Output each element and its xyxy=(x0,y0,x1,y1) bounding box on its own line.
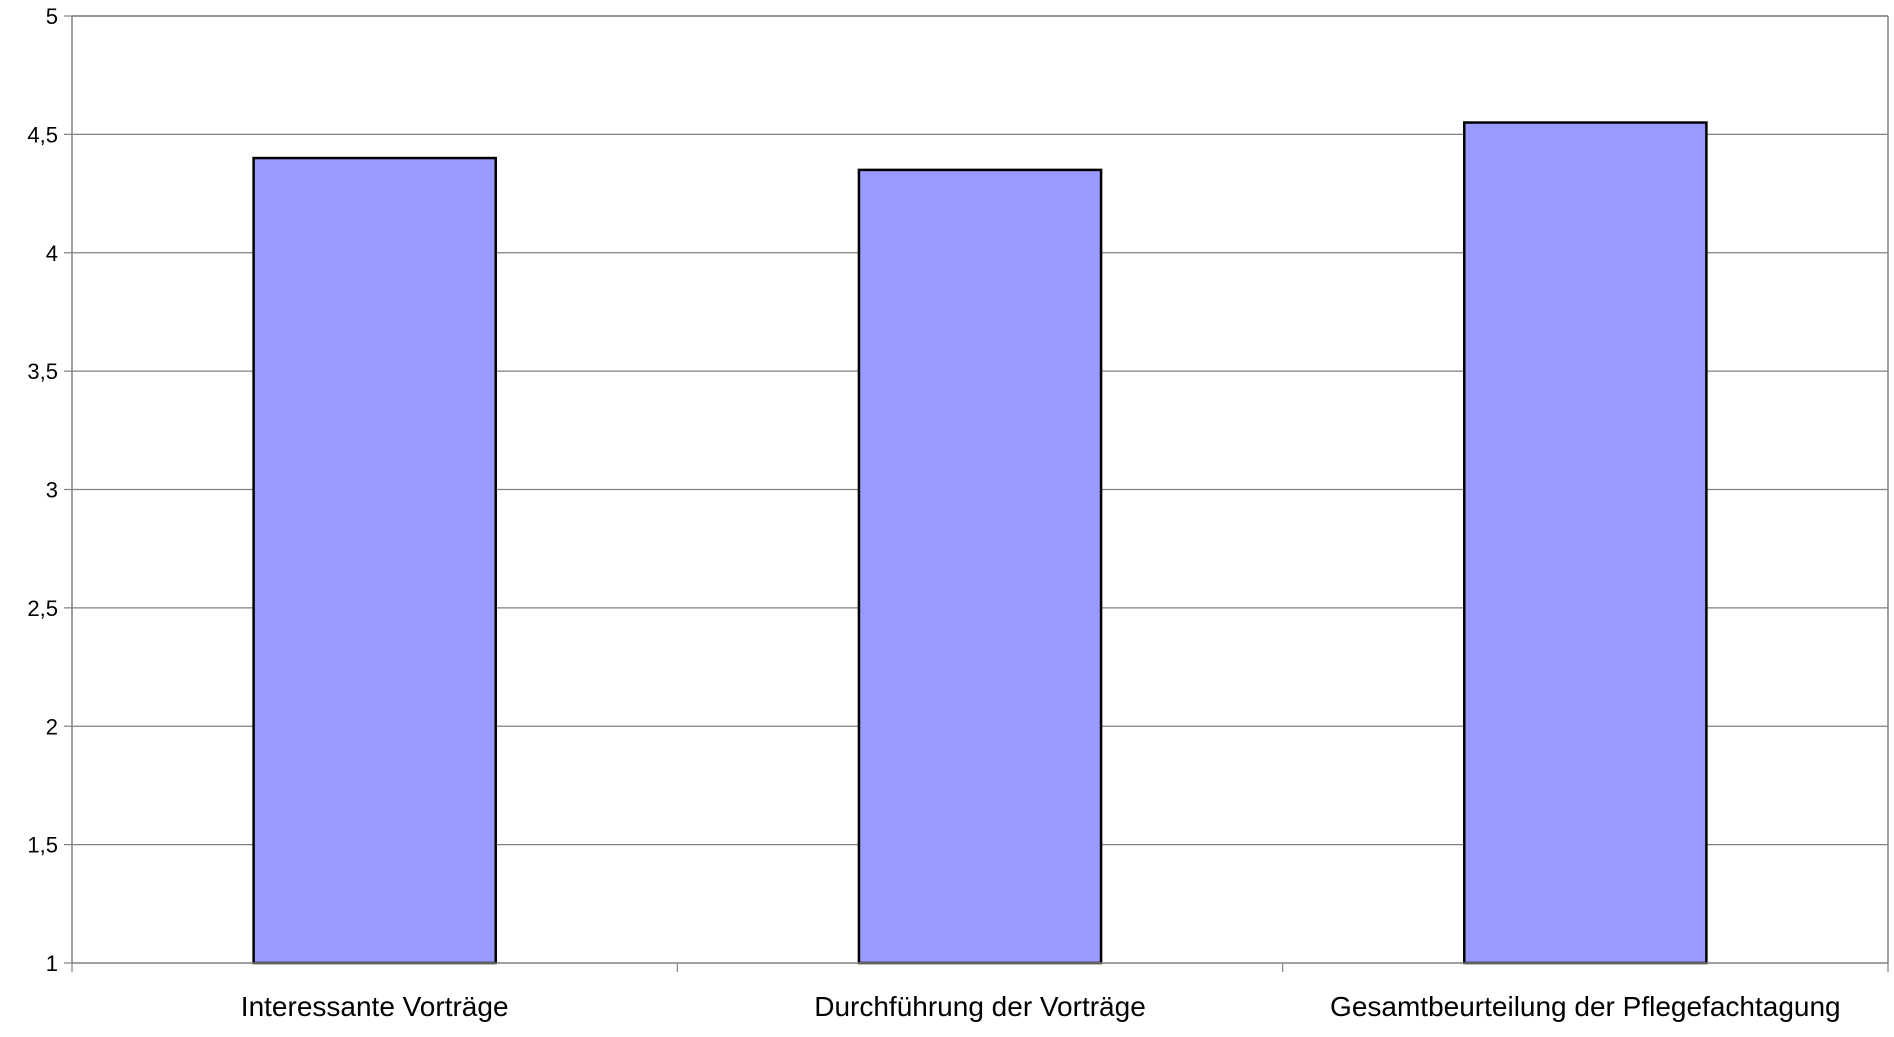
bar xyxy=(1463,121,1708,965)
bar xyxy=(857,168,1103,965)
y-tick-label: 4 xyxy=(46,241,58,266)
x-tick-labels: Interessante Vorträge Durchführung der Vo… xyxy=(241,991,1841,1022)
x-tick-label: Durchführung der Vorträge xyxy=(814,991,1146,1022)
y-tick-label: 5 xyxy=(46,4,58,29)
x-tick-label: Interessante Vorträge xyxy=(241,991,509,1022)
y-tick-label: 3,5 xyxy=(27,359,58,384)
axes xyxy=(64,15,1889,972)
y-tick-label: 1,5 xyxy=(27,833,58,858)
y-tick-label: 4,5 xyxy=(27,122,58,147)
y-tick-labels: 1 1,5 2 2,5 3 3,5 4 4,5 5 xyxy=(27,4,58,976)
y-tick-label: 2 xyxy=(46,714,58,739)
y-tick-label: 3 xyxy=(46,478,58,503)
y-tick-label: 2,5 xyxy=(27,596,58,621)
y-tick-label: 1 xyxy=(46,951,58,976)
x-tick-label: Gesamtbeurteilung der Pflegefachtagung xyxy=(1330,991,1841,1022)
bars xyxy=(252,121,1708,965)
bar xyxy=(252,156,497,965)
